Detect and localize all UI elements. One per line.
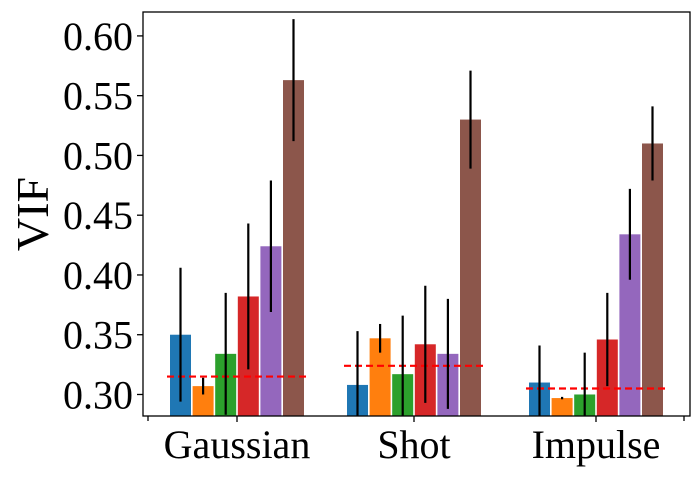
y-tick-label: 0.35 <box>63 313 133 358</box>
y-axis-label: VIF <box>7 177 58 251</box>
plot-frame <box>142 11 691 417</box>
x-tick-label-gaussian: Gaussian <box>164 422 311 467</box>
bar-gaussian-6 <box>283 80 304 416</box>
y-axis: 0.30 0.35 0.40 0.45 0.50 0.55 0.60 <box>63 14 143 417</box>
y-tick-label: 0.60 <box>63 14 133 59</box>
y-tick-label: 0.40 <box>63 253 133 298</box>
bar-impulse-2 <box>551 398 573 416</box>
bar-impulse-5 <box>619 234 641 416</box>
bar-shot-2 <box>369 338 391 416</box>
baselines-layer <box>167 364 666 390</box>
x-tick-label-shot: Shot <box>377 422 450 467</box>
y-tick-label: 0.45 <box>63 193 133 238</box>
bar-impulse-6 <box>642 143 663 416</box>
y-tick-label: 0.55 <box>63 74 133 119</box>
bar-shot-6 <box>460 119 481 416</box>
bar-gaussian-5 <box>260 246 282 416</box>
x-axis: Gaussian Shot Impulse <box>147 416 685 467</box>
error-bars-layer <box>179 19 654 416</box>
bar-gaussian-2 <box>192 386 214 416</box>
y-tick-label: 0.50 <box>63 133 133 178</box>
x-tick-label-impulse: Impulse <box>532 422 661 467</box>
y-tick-label: 0.30 <box>63 372 133 417</box>
